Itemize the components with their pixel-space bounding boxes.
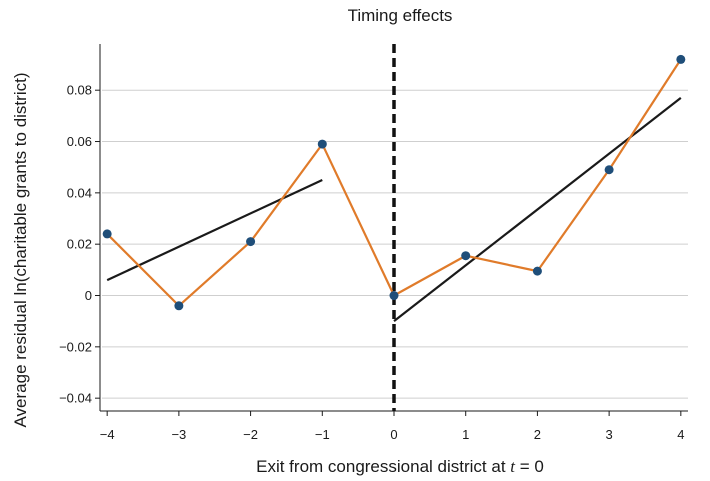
data-point [102, 229, 112, 239]
series [102, 54, 686, 311]
data-point [246, 237, 256, 247]
y-tick-label: −0.02 [59, 339, 92, 354]
fit-line [393, 97, 682, 323]
y-tick-label: 0.08 [67, 83, 92, 98]
data-point [174, 301, 184, 311]
data-point [676, 54, 686, 64]
data-point [532, 266, 542, 276]
axes [95, 44, 688, 416]
x-tick-label: 0 [390, 427, 397, 442]
x-axis-label: Exit from congressional district at t = … [256, 457, 544, 476]
x-tick-label: 3 [606, 427, 613, 442]
y-tick-label: 0.06 [67, 134, 92, 149]
data-point [461, 251, 471, 261]
x-tick-label: 4 [677, 427, 684, 442]
data-point [389, 291, 399, 301]
data-point [604, 165, 614, 175]
x-tick-label: −2 [243, 427, 258, 442]
y-tick-label: −0.04 [59, 391, 92, 406]
x-tick-label: 2 [534, 427, 541, 442]
data-point [317, 139, 327, 149]
tick-labels: −0.04 −0.02 0 0.02 0.04 0.06 0.08 −4 −3 −2 −1 0 1 2 3 4 [59, 83, 684, 442]
y-tick-label: 0.02 [67, 237, 92, 252]
x-tick-label: −3 [171, 427, 186, 442]
fit-line [106, 179, 323, 282]
y-tick-label: 0 [85, 288, 92, 303]
x-tick-label: 1 [462, 427, 469, 442]
x-tick-label: −1 [315, 427, 330, 442]
y-tick-label: 0.04 [67, 185, 92, 200]
fit-lines [106, 97, 682, 323]
y-axis-label: Average residual ln(charitable grants to… [11, 73, 30, 428]
chart-title: Timing effects [348, 6, 453, 25]
x-tick-label: −4 [100, 427, 115, 442]
